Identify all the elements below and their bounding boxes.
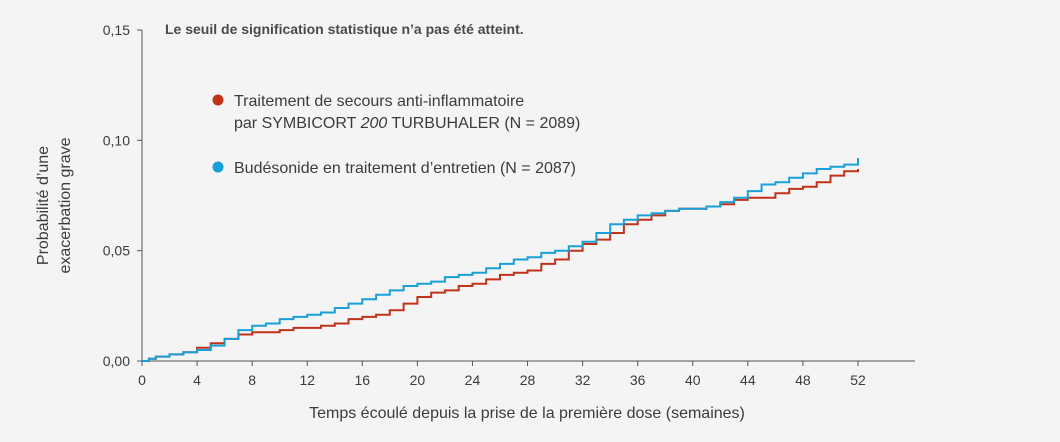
x-tick-label: 12 <box>299 372 315 388</box>
x-tick-label: 32 <box>575 372 591 388</box>
x-tick-label: 44 <box>740 372 756 388</box>
x-tick-label: 36 <box>630 372 646 388</box>
y-tick-label: 0,15 <box>103 22 130 38</box>
legend: Traitement de secours anti-inflammatoire… <box>212 93 580 177</box>
x-tick-label: 4 <box>193 372 201 388</box>
y-tick-label: 0,10 <box>103 132 130 148</box>
legend-label-1: Traitement de secours anti-inflammatoire <box>234 93 524 110</box>
legend-marker-1 <box>212 94 224 106</box>
legend-label-1: par SYMBICORT 200 TURBUHALER (N = 2089) <box>234 115 580 132</box>
x-tick-label: 48 <box>795 372 811 388</box>
y-axis-title-line: exacerbation grave <box>57 137 74 273</box>
x-tick-label: 0 <box>138 372 146 388</box>
ticks: 0 4 8 12 16 20 24 28 32 36 40 44 48 520,000,050,100,1… <box>103 22 866 388</box>
y-axis-title-line: Probabilité d’une <box>35 146 52 265</box>
series-layer <box>142 158 859 362</box>
y-axis-title: Probabilité d’une exacerbation grave <box>35 137 74 273</box>
x-tick-label: 28 <box>520 372 536 388</box>
y-tick-label: 0,05 <box>103 243 130 259</box>
series-line-2 <box>142 158 859 362</box>
x-tick-label: 20 <box>410 372 426 388</box>
y-tick-label: 0,00 <box>103 353 130 369</box>
x-tick-label: 8 <box>248 372 256 388</box>
x-tick-label: 24 <box>465 372 481 388</box>
legend-marker-2 <box>212 161 224 173</box>
x-tick-label: 52 <box>850 372 866 388</box>
axes <box>141 30 915 362</box>
x-axis-title: Temps écoulé depuis la prise de la premi… <box>309 405 745 422</box>
legend-label-2: Budésonide en traitement d’entretien (N … <box>234 160 576 177</box>
x-tick-label: 40 <box>685 372 701 388</box>
x-tick-label: 16 <box>355 372 371 388</box>
significance-annotation: Le seuil de signification statistique n’… <box>165 21 524 37</box>
